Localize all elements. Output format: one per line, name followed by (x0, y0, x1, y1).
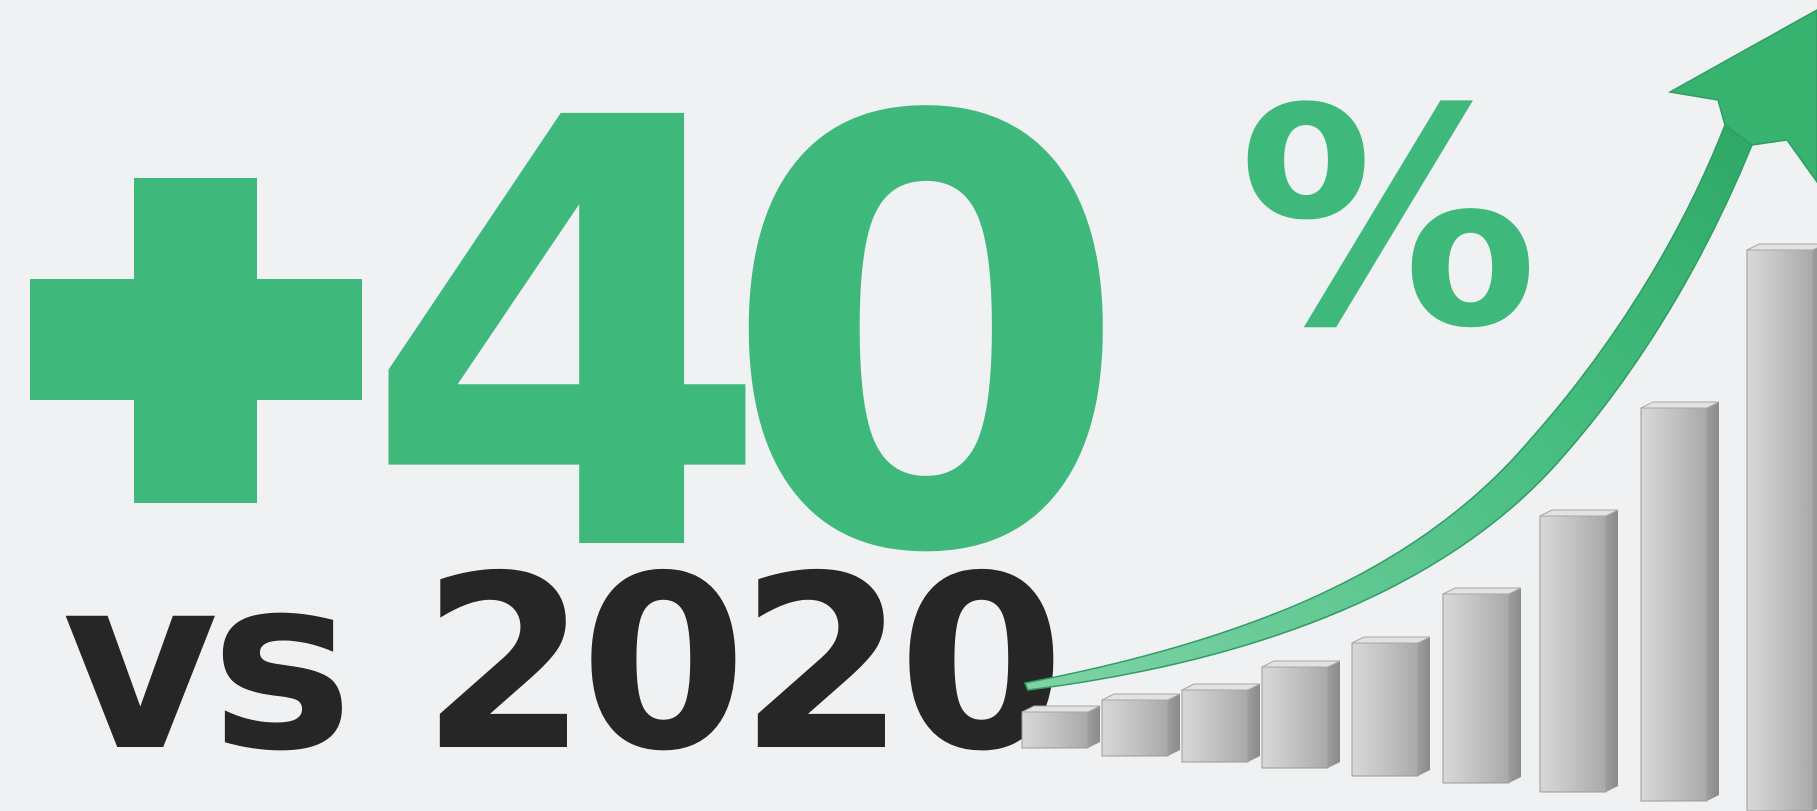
chart-bar (1746, 249, 1814, 811)
comparison-label: vs 2020 (62, 524, 1065, 804)
chart-bar (1021, 711, 1089, 749)
chart-bar-side (1509, 588, 1521, 783)
chart-bar-side (1168, 694, 1180, 756)
chart-bar-top (1640, 401, 1720, 409)
chart-bar-side (1248, 684, 1260, 762)
chart-bar (1351, 642, 1419, 777)
chart-bar-top (1101, 693, 1181, 701)
chart-bar-top (1181, 683, 1261, 691)
chart-bar (1101, 699, 1169, 757)
chart-bar (1539, 515, 1607, 793)
chart-bar-side (1707, 402, 1719, 801)
chart-bar-top (1351, 636, 1431, 644)
growth-percentage-number: 40 (362, 0, 1131, 683)
plus-sign-icon (30, 178, 362, 503)
chart-bar (1442, 593, 1510, 784)
chart-bar-side (1088, 706, 1100, 748)
chart-bar (1261, 666, 1329, 769)
chart-bar-top (1442, 587, 1522, 595)
chart-bar-top (1261, 660, 1341, 668)
chart-bar-top (1746, 243, 1817, 251)
growth-chart-illustration (1021, 9, 1817, 811)
chart-bar-side (1606, 510, 1618, 792)
chart-bar-side (1328, 661, 1340, 768)
chart-bar (1181, 689, 1249, 763)
chart-bar (1640, 407, 1708, 802)
chart-bar-side (1418, 637, 1430, 776)
percent-sign: % (1238, 45, 1539, 394)
chart-bar-top (1021, 705, 1101, 713)
chart-bar-top (1539, 509, 1619, 517)
growth-bars (1021, 243, 1817, 811)
arrow-head-icon (1667, 9, 1817, 184)
chart-bar-side (1813, 248, 1817, 811)
